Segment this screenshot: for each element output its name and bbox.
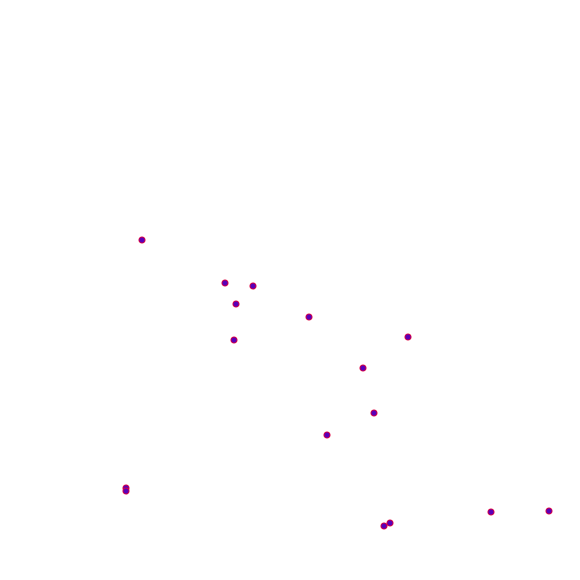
point-marker xyxy=(404,333,412,341)
point-marker xyxy=(221,279,229,287)
point-marker xyxy=(487,508,495,516)
point-marker xyxy=(230,336,238,344)
point-marker xyxy=(545,507,553,515)
point-marker xyxy=(122,487,130,495)
point-marker xyxy=(232,300,240,308)
point-marker xyxy=(305,313,313,321)
point-marker xyxy=(249,282,257,290)
point-marker xyxy=(386,519,394,527)
point-marker xyxy=(380,522,388,530)
point-marker xyxy=(138,236,146,244)
point-marker xyxy=(370,409,378,417)
point-marker xyxy=(359,364,367,372)
point-marker xyxy=(323,431,331,439)
